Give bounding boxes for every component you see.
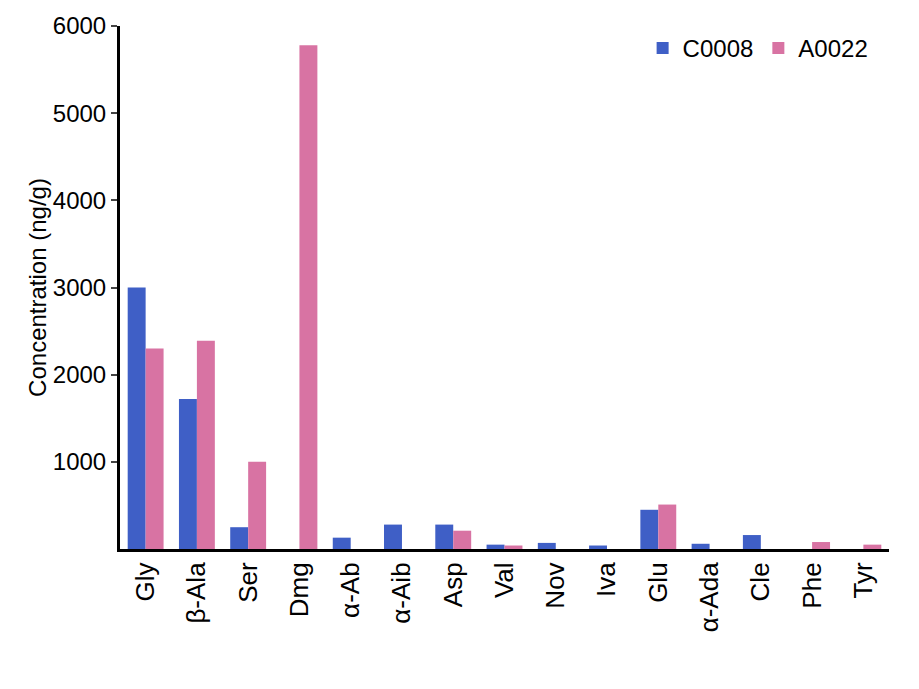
svg-text:Dmg: Dmg bbox=[284, 562, 314, 617]
svg-text:Val: Val bbox=[489, 562, 519, 598]
svg-text:Concentration (ng/g): Concentration (ng/g) bbox=[24, 178, 51, 397]
svg-text:4000: 4000 bbox=[53, 187, 106, 214]
svg-text:Nov: Nov bbox=[540, 562, 570, 608]
svg-text:α-Aib: α-Aib bbox=[386, 562, 416, 623]
svg-text:α-Ada: α-Ada bbox=[694, 562, 724, 632]
svg-text:Phe: Phe bbox=[797, 562, 827, 608]
svg-text:C0008: C0008 bbox=[683, 35, 754, 62]
svg-text:Asp: Asp bbox=[438, 562, 468, 607]
svg-text:3000: 3000 bbox=[53, 274, 106, 301]
svg-text:α-Ab: α-Ab bbox=[335, 562, 365, 618]
svg-text:Gly: Gly bbox=[130, 562, 160, 601]
svg-text:Iva: Iva bbox=[591, 562, 621, 597]
svg-text:β-Ala: β-Ala bbox=[181, 562, 211, 624]
svg-text:2000: 2000 bbox=[53, 361, 106, 388]
svg-text:Cle: Cle bbox=[745, 562, 775, 601]
svg-text:Ser: Ser bbox=[233, 562, 263, 603]
svg-text:A0022: A0022 bbox=[798, 35, 867, 62]
svg-text:Glu: Glu bbox=[643, 562, 673, 602]
svg-text:5000: 5000 bbox=[53, 100, 106, 127]
svg-text:Tyr: Tyr bbox=[848, 562, 878, 598]
svg-text:1000: 1000 bbox=[53, 448, 106, 475]
svg-text:6000: 6000 bbox=[53, 12, 106, 39]
